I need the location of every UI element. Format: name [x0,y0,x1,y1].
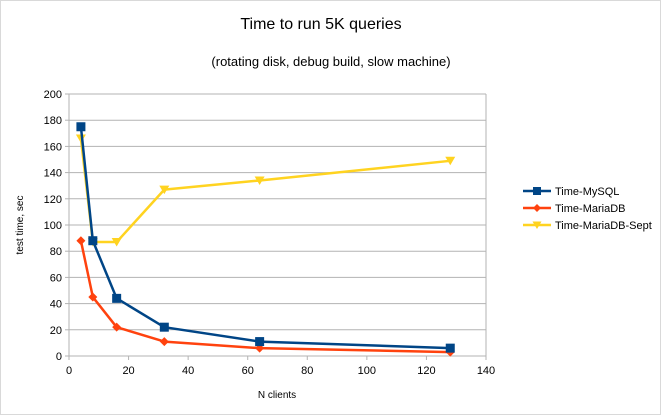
y-tick-label: 100 [44,220,62,232]
series-time-mariadb-sept [75,134,456,247]
data-point-triangle [445,156,456,166]
y-tick-label: 0 [56,351,62,363]
data-point-square [88,236,98,246]
y-tick-label: 160 [44,141,62,153]
y-tick-label: 20 [50,325,62,337]
axes: 0 20 40 60 80 100 120 140 160 180 200 0 20 40 60 80 100 1… [44,89,496,377]
legend-label: Time-MariaDB [555,203,626,215]
legend: Time-MySQL Time-MariaDB Time-MariaDB-Sept [523,186,652,232]
data-point-diamond [112,322,122,332]
y-tick-label: 200 [44,89,62,101]
x-tick-label: 0 [66,365,72,377]
y-tick-label: 40 [50,299,62,311]
x-tick-label: 140 [477,365,495,377]
x-tick-label: 120 [417,365,435,377]
series [75,122,456,357]
legend-item: Time-MariaDB [523,203,626,215]
data-point-square [255,337,265,347]
x-tick-label: 20 [122,365,134,377]
data-point-square [533,187,541,195]
data-point-diamond [76,236,86,246]
y-tick-label: 80 [50,246,62,258]
series-line [79,126,451,350]
y-tick-label: 120 [44,194,62,206]
series-time-mysql [76,122,455,353]
x-tick-label: 80 [301,365,313,377]
legend-label: Time-MySQL [555,186,619,198]
data-point-triangle [532,221,542,229]
series-time-mariadb [76,236,455,357]
legend-item: Time-MySQL [523,186,619,198]
y-axis-label: test time, sec [15,196,26,255]
data-point-square [445,343,455,353]
data-point-square [76,122,86,132]
x-tick-label: 60 [242,365,254,377]
chart-subtitle: (rotating disk, debug build, slow machin… [211,54,450,69]
data-point-triangle [111,238,122,247]
data-point-diamond [533,204,541,212]
x-tick-label: 40 [182,365,194,377]
legend-label: Time-MariaDB-Sept [555,220,652,232]
data-point-diamond [88,292,98,302]
x-tick-label: 100 [358,365,376,377]
series-line [79,138,451,244]
y-tick-label: 140 [44,168,62,180]
legend-item: Time-MariaDB-Sept [523,220,652,232]
chart-title: Time to run 5K queries [240,16,401,33]
data-point-square [159,322,169,332]
x-axis-label: N clients [258,390,296,401]
data-point-square [112,293,122,303]
data-point-triangle [159,185,170,195]
series-line [79,240,451,354]
grid [69,93,486,357]
data-point-triangle [75,134,86,144]
data-point-triangle [254,176,265,185]
y-tick-label: 180 [44,115,62,127]
y-tick-label: 60 [50,272,62,284]
data-point-diamond [159,337,169,347]
